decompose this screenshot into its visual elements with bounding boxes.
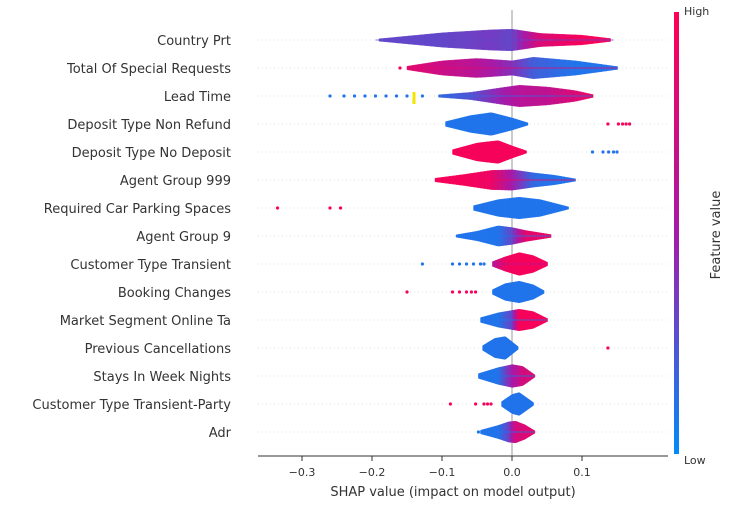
colorbar-high-label: High bbox=[684, 5, 709, 18]
outlier-point bbox=[485, 402, 490, 406]
outlier-point bbox=[611, 150, 616, 154]
outlier-point bbox=[352, 94, 357, 98]
feature-label: Market Segment Online Ta bbox=[60, 314, 231, 329]
outlier-point bbox=[464, 262, 469, 266]
outlier-point bbox=[363, 94, 367, 98]
feature-label: Adr bbox=[209, 426, 232, 441]
colorbar-low-label: Low bbox=[684, 454, 706, 467]
x-ticks: −0.3 −0.2 −0.1 0.0 0.1 bbox=[289, 456, 591, 479]
violins bbox=[375, 28, 618, 444]
outlier-point bbox=[405, 94, 409, 98]
feature-labels: Country Prt Total Of Special Requests Lead… bbox=[32, 34, 231, 441]
feature-label: Deposit Type No Deposit bbox=[72, 146, 231, 161]
feature-label: Country Prt bbox=[157, 34, 231, 49]
outlier-point bbox=[616, 122, 621, 126]
outlier-point bbox=[615, 150, 619, 154]
outlier-point bbox=[478, 262, 483, 266]
outlier-point bbox=[398, 66, 402, 70]
outlier-point bbox=[607, 150, 611, 154]
outlier-point bbox=[275, 206, 280, 210]
outlier-point bbox=[474, 290, 478, 294]
outlier-point bbox=[474, 402, 478, 406]
outlier-point bbox=[628, 122, 632, 126]
feature-label: Agent Group 999 bbox=[120, 174, 231, 189]
feature-label: Required Car Parking Spaces bbox=[44, 202, 231, 217]
outlier-point bbox=[469, 290, 473, 294]
outlier-point bbox=[450, 290, 455, 294]
outlier-point bbox=[420, 94, 424, 98]
feature-label: Lead Time bbox=[164, 90, 231, 105]
feature-label: Agent Group 9 bbox=[136, 230, 231, 245]
outlier-point bbox=[464, 290, 469, 294]
outlier-point bbox=[342, 94, 346, 98]
highlight-mark bbox=[412, 92, 416, 104]
x-tick-label: 0.0 bbox=[503, 466, 521, 479]
feature-label: Customer Type Transient bbox=[70, 258, 231, 273]
outlier-point bbox=[450, 262, 455, 266]
x-tick-label: −0.1 bbox=[429, 466, 456, 479]
x-axis-label: SHAP value (impact on model output) bbox=[330, 485, 575, 500]
outlier-point bbox=[590, 150, 595, 154]
outlier-point bbox=[489, 402, 493, 406]
outlier-point bbox=[482, 402, 486, 406]
feature-label: Stays In Week Nights bbox=[93, 370, 231, 385]
outlier-point bbox=[405, 290, 409, 294]
outlier-point bbox=[621, 122, 625, 126]
highlight-marks bbox=[412, 92, 416, 104]
outlier-point bbox=[476, 430, 480, 434]
outlier-point bbox=[606, 122, 610, 126]
outlier-point bbox=[482, 262, 486, 266]
outlier-point bbox=[394, 94, 399, 98]
outlier-point bbox=[420, 262, 424, 266]
feature-label: Customer Type Transient-Party bbox=[32, 398, 231, 413]
outlier-point bbox=[457, 290, 462, 294]
outlier-point bbox=[338, 206, 343, 210]
colorbar bbox=[674, 12, 679, 454]
outlier-point bbox=[606, 346, 610, 350]
x-tick-label: −0.3 bbox=[289, 466, 316, 479]
outlier-point bbox=[457, 262, 462, 266]
x-tick-label: 0.1 bbox=[573, 466, 591, 479]
outlier-point bbox=[384, 94, 388, 98]
colorbar-title: Feature value bbox=[709, 191, 724, 280]
outlier-point bbox=[448, 402, 452, 406]
feature-label: Total Of Special Requests bbox=[66, 62, 231, 77]
outlier-point bbox=[601, 150, 605, 154]
outlier-point bbox=[328, 206, 332, 210]
feature-label: Deposit Type Non Refund bbox=[67, 118, 231, 133]
outlier-point bbox=[624, 122, 628, 126]
outlier-point bbox=[373, 94, 378, 98]
x-tick-label: −0.2 bbox=[359, 466, 386, 479]
outlier-point bbox=[328, 94, 332, 98]
feature-label: Booking Changes bbox=[118, 286, 231, 301]
feature-label: Previous Cancellations bbox=[85, 342, 232, 357]
outlier-point bbox=[471, 262, 476, 266]
